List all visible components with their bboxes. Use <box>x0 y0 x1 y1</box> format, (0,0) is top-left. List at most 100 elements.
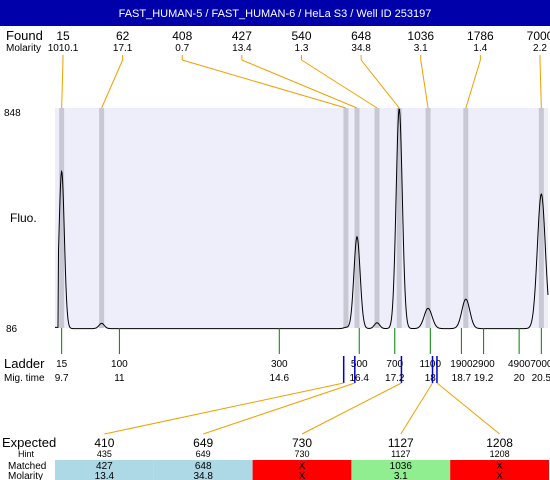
matched-molarity: 34.8 <box>193 471 213 480</box>
match-cell <box>351 460 451 480</box>
fluorescence-trace <box>55 108 549 330</box>
peak-bands <box>59 108 544 328</box>
peak-band <box>425 108 431 328</box>
found-size: 648 <box>351 29 371 43</box>
ladder-mig-time: 9.7 <box>55 373 69 384</box>
hint-label: Hint <box>18 449 35 459</box>
hint-size: 435 <box>97 449 112 459</box>
expected-leader <box>104 382 344 435</box>
peak-connector <box>360 59 400 109</box>
ladder-mig-time: 18 <box>425 373 437 384</box>
expected-size: 649 <box>193 436 213 450</box>
expected-label: Expected <box>2 435 56 450</box>
peak-connector <box>539 59 542 109</box>
hint-size: 649 <box>196 449 211 459</box>
matched-size: X <box>496 461 503 472</box>
found-molarity: 0.7 <box>175 43 189 54</box>
matched-size: 1036 <box>390 461 413 472</box>
expected-size: 1127 <box>388 436 414 450</box>
ladder-size: 4900 <box>508 359 531 370</box>
ladder-size: 2900 <box>472 359 495 370</box>
ladder-mig-time: 19.2 <box>474 373 494 384</box>
matched-size: X <box>299 461 306 472</box>
ladder-ticks: 15 9.7 100 11 300 14.6 500 16.4 700 17.2 1100 18 190… <box>55 328 550 384</box>
ladder-mig-time: 11 <box>114 373 125 384</box>
ladder-size: 700 <box>386 359 403 370</box>
expected-size: 1208 <box>486 436 513 450</box>
molarity-row-label: Molarity <box>8 471 43 480</box>
y-tick-top: 848 <box>4 108 21 119</box>
plot-area <box>55 108 548 328</box>
expected-leader <box>436 382 500 435</box>
hint-size: 1127 <box>391 449 410 459</box>
mig-time-label: Mig. time <box>4 373 45 384</box>
peak-connector <box>182 59 347 109</box>
chart-title: FAST_HUMAN-5 / FAST_HUMAN-6 / HeLa S3 / … <box>119 8 432 20</box>
found-size: 1786 <box>467 29 494 43</box>
ladder-size: 7000 <box>530 359 550 370</box>
ladder-size: 1100 <box>420 359 442 370</box>
peak-band <box>463 108 469 328</box>
found-size: 1036 <box>407 29 434 43</box>
peak-connector <box>420 59 429 109</box>
ladder-mig-time: 18.7 <box>452 373 472 384</box>
peak-band <box>343 108 349 328</box>
peak-band <box>59 108 65 328</box>
ladder-mig-time: 16.4 <box>350 373 370 384</box>
peak-connector <box>301 59 378 109</box>
ladder-mig-time: 17.2 <box>385 373 405 384</box>
peak-band <box>374 108 380 328</box>
found-size: 427 <box>232 29 252 43</box>
found-molarity: 2.2 <box>533 43 547 54</box>
matched-label: Matched <box>8 461 46 472</box>
expected-markers <box>104 356 500 435</box>
peak-band <box>99 108 105 328</box>
match-cell <box>450 460 549 480</box>
matched-molarity: 13.4 <box>95 471 115 480</box>
ladder-label: Ladder <box>4 356 45 371</box>
match-cell <box>252 460 352 480</box>
expected-size: 410 <box>94 436 114 450</box>
found-molarity: 13.4 <box>232 43 252 54</box>
peak-band <box>538 108 544 328</box>
peak-band <box>396 108 402 328</box>
hint-size: 1208 <box>490 449 510 459</box>
expected-leader <box>400 382 433 435</box>
peak-connectors <box>61 55 542 109</box>
matched-molarity: X <box>496 471 503 480</box>
expected-leader <box>301 382 402 435</box>
found-molarity: 3.1 <box>414 43 428 54</box>
matched-molarity: 3.1 <box>394 471 408 480</box>
found-size: 540 <box>291 29 311 43</box>
expected-leader <box>203 382 355 435</box>
expected-size: 730 <box>292 436 312 450</box>
match-cell <box>153 460 253 480</box>
found-molarity: 17.1 <box>113 43 133 54</box>
ladder-mig-time: 20 <box>514 373 526 384</box>
y-axis-label: Fluo. <box>10 211 37 225</box>
found-size: 62 <box>116 29 130 43</box>
ladder-mig-time: 20.5 <box>532 373 550 384</box>
ladder-size: 1900 <box>450 359 473 370</box>
hint-size: 730 <box>294 449 309 459</box>
found-label: Found <box>6 28 43 43</box>
expected-table: 41043542713.464964964834.8730730XX112711… <box>55 436 549 480</box>
matched-molarity: X <box>299 471 306 480</box>
found-size: 15 <box>56 29 70 43</box>
found-molarity: 1.4 <box>473 43 487 54</box>
peak-connector <box>465 59 481 109</box>
found-molarity: 1.3 <box>295 43 309 54</box>
title-bar <box>0 0 550 26</box>
peak-band <box>354 108 360 328</box>
ladder-mig-time: 14.6 <box>270 373 290 384</box>
peak-connector <box>241 59 358 109</box>
molarity-label: Molarity <box>6 43 41 54</box>
ladder-size: 500 <box>351 359 368 370</box>
match-cell <box>55 460 154 480</box>
peak-connector <box>101 59 124 109</box>
ladder-size: 100 <box>111 359 128 370</box>
y-tick-bottom: 86 <box>6 324 18 335</box>
